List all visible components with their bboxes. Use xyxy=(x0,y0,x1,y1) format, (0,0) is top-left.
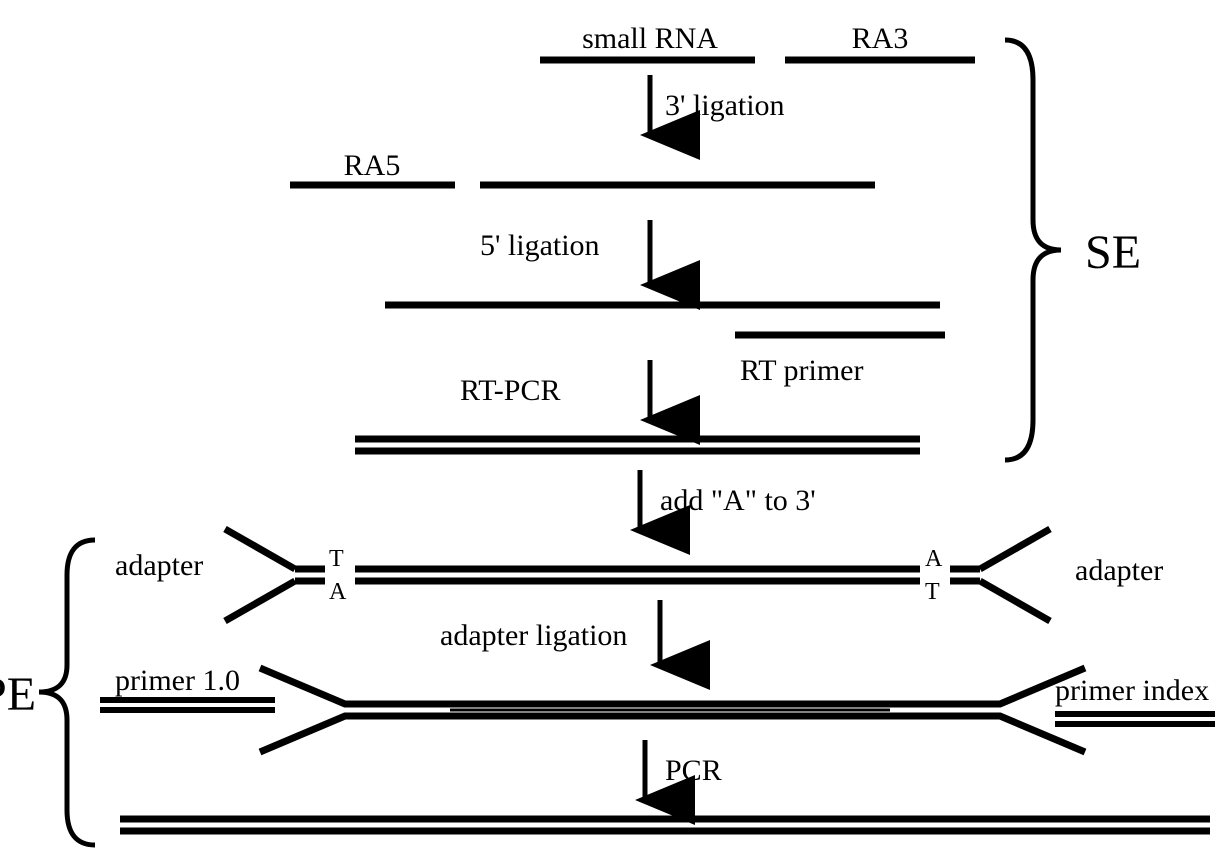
row-5: T A A T adapter adapter adapter ligation xyxy=(115,529,1163,665)
letter-A-right: A xyxy=(925,546,943,572)
adapter-left xyxy=(225,529,325,621)
row6-fragment xyxy=(260,668,1085,752)
diagram-canvas: small RNA RA3 3' ligation RA5 5' ligatio… xyxy=(0,0,1226,867)
adapter-right xyxy=(950,529,1050,621)
label-primer-10: primer 1.0 xyxy=(115,664,240,697)
label-pcr: PCR xyxy=(665,754,722,787)
label-rt-pcr: RT-PCR xyxy=(460,374,560,407)
label-adapter-right: adapter xyxy=(1075,554,1163,587)
label-se: SE xyxy=(1085,226,1141,279)
row-3: RT primer RT-PCR xyxy=(385,305,945,420)
brace-pe: PE xyxy=(0,540,95,845)
letter-T-right: T xyxy=(925,579,940,605)
letter-A-left: A xyxy=(329,579,347,605)
label-adapter-ligation: adapter ligation xyxy=(440,619,627,652)
row-6: primer 1.0 primer index PCR xyxy=(100,664,1215,800)
brace-se: SE xyxy=(1005,40,1141,460)
row-7 xyxy=(120,819,1210,831)
label-primer-index: primer index xyxy=(1055,674,1209,707)
label-adapter-left: adapter xyxy=(115,549,203,582)
row-2: RA5 5' ligation xyxy=(290,149,875,285)
label-small-rna: small RNA xyxy=(582,22,718,55)
label-3-ligation: 3' ligation xyxy=(665,89,785,122)
label-add-a: add "A" to 3' xyxy=(660,484,816,517)
row-1: small RNA RA3 3' ligation xyxy=(540,22,975,135)
row-4: add "A" to 3' xyxy=(355,439,920,530)
label-ra3: RA3 xyxy=(852,22,909,55)
label-pe: PE xyxy=(0,668,36,721)
label-ra5: RA5 xyxy=(344,149,401,182)
letter-T-left: T xyxy=(329,546,344,572)
label-rt-primer: RT primer xyxy=(740,354,863,387)
label-5-ligation: 5' ligation xyxy=(480,229,600,262)
